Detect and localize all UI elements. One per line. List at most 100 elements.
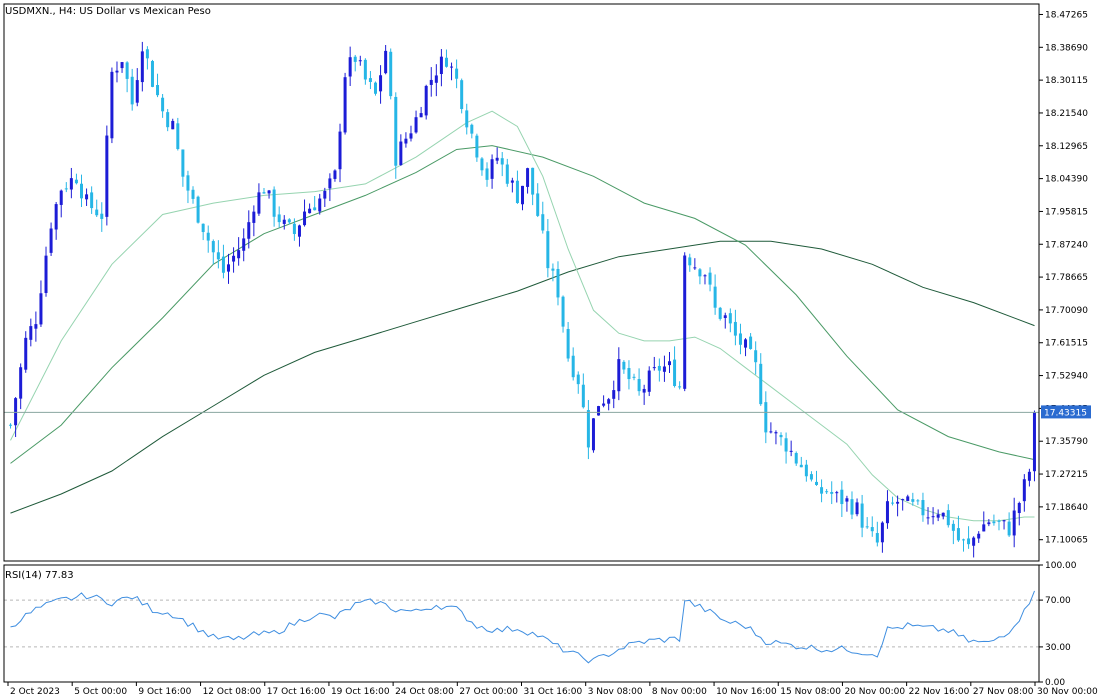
candle-body — [977, 533, 981, 539]
candle-body — [936, 514, 940, 518]
candle-body — [926, 517, 930, 519]
candle-body — [622, 361, 626, 370]
candle-body — [607, 399, 611, 404]
candle-body — [480, 158, 484, 171]
rsi-tick-label: 0.00 — [1045, 678, 1065, 688]
candle-body — [505, 164, 509, 184]
candle-body — [444, 57, 448, 67]
candle-body — [161, 97, 165, 112]
candle-body — [536, 193, 540, 216]
candle-body — [870, 527, 874, 532]
candle-body — [439, 56, 443, 75]
candle-body — [891, 502, 895, 504]
candle-body — [105, 135, 109, 217]
candle-body — [490, 159, 494, 179]
candle-body — [1022, 479, 1026, 502]
time-tick-label: 27 Oct 00:00 — [459, 687, 518, 697]
candle-body — [678, 386, 682, 388]
time-tick-label: 5 Oct 00:00 — [74, 687, 127, 697]
time-tick-label: 12 Oct 08:00 — [203, 687, 262, 697]
candle-body — [602, 403, 606, 406]
candle-body — [845, 498, 849, 502]
candle-body — [145, 49, 149, 59]
candle-body — [196, 196, 200, 223]
time-tick-label: 19 Oct 16:00 — [331, 687, 390, 697]
time-tick-label: 24 Oct 08:00 — [395, 687, 454, 697]
candle-body — [855, 502, 859, 515]
candle-body — [495, 157, 499, 161]
candle-body — [723, 315, 727, 319]
candle-body — [576, 374, 580, 385]
candle-body — [865, 526, 869, 528]
candle-body — [343, 77, 347, 133]
time-tick-label: 27 Nov 08:00 — [973, 687, 1034, 697]
candle-body — [830, 492, 834, 494]
candle-body — [992, 521, 996, 524]
candle-body — [313, 207, 317, 211]
candle-body — [683, 255, 687, 389]
candle-body — [956, 528, 960, 541]
price-tick-label: 17.95815 — [1045, 207, 1088, 217]
time-tick-label: 22 Nov 16:00 — [909, 687, 970, 697]
current-price-label: 17.43315 — [1044, 408, 1087, 418]
candle-body — [434, 75, 438, 83]
candle-body — [19, 367, 23, 399]
candle-body — [232, 255, 236, 262]
candle-body — [90, 192, 94, 209]
candle-body — [100, 213, 104, 219]
candle-body — [211, 241, 215, 253]
candle-body — [688, 257, 692, 266]
candle-body — [946, 510, 950, 526]
candle-body — [358, 60, 362, 62]
candle-body — [85, 194, 89, 200]
ma-slow-line — [10, 240, 1035, 514]
candle-body — [597, 406, 601, 416]
candle-body — [921, 500, 925, 516]
candle-body — [820, 487, 824, 494]
candle-body — [662, 366, 666, 372]
candle-body — [363, 59, 367, 80]
candle-body — [368, 78, 372, 82]
candle-body — [389, 51, 393, 97]
candle-body — [465, 110, 469, 128]
candle-body — [303, 211, 307, 226]
candle-body — [24, 337, 28, 370]
time-tick-label: 17 Oct 16:00 — [267, 687, 326, 697]
candle-body — [14, 398, 18, 426]
candle-body — [875, 533, 879, 543]
candle-body — [470, 124, 474, 134]
candle-body — [353, 56, 357, 62]
candle-body — [728, 313, 732, 324]
candle-body — [206, 232, 210, 241]
candle-body — [987, 522, 991, 525]
price-tick-label: 17.87240 — [1045, 240, 1088, 250]
candle-body — [500, 158, 504, 165]
candle-body — [130, 76, 134, 105]
candle-body — [287, 219, 291, 223]
candle-body — [171, 120, 175, 130]
price-tick-label: 18.30115 — [1045, 76, 1088, 86]
candle-body — [221, 256, 225, 273]
candle-body — [257, 192, 261, 214]
candle-body — [885, 501, 889, 524]
candle-body — [191, 189, 195, 199]
candle-body — [120, 62, 124, 69]
candle-body — [29, 326, 33, 340]
rsi-tick-label: 100.00 — [1045, 561, 1077, 571]
candle-body — [49, 228, 53, 253]
candle-body — [1012, 510, 1016, 536]
price-pane-frame — [3, 3, 1040, 562]
candle-body — [181, 149, 185, 177]
candle-body — [80, 183, 83, 199]
candle-body — [632, 376, 636, 378]
candle-body — [617, 359, 621, 392]
candle-body — [54, 204, 58, 230]
candle-body — [262, 192, 266, 194]
candle-body — [110, 71, 114, 139]
rsi-tick-label: 30.00 — [1045, 643, 1071, 653]
ma-mid-line — [10, 145, 1035, 464]
price-tick-label: 17.52940 — [1045, 372, 1088, 382]
candle-body — [44, 255, 48, 293]
candle-body — [652, 367, 656, 369]
candle-body — [698, 269, 702, 277]
